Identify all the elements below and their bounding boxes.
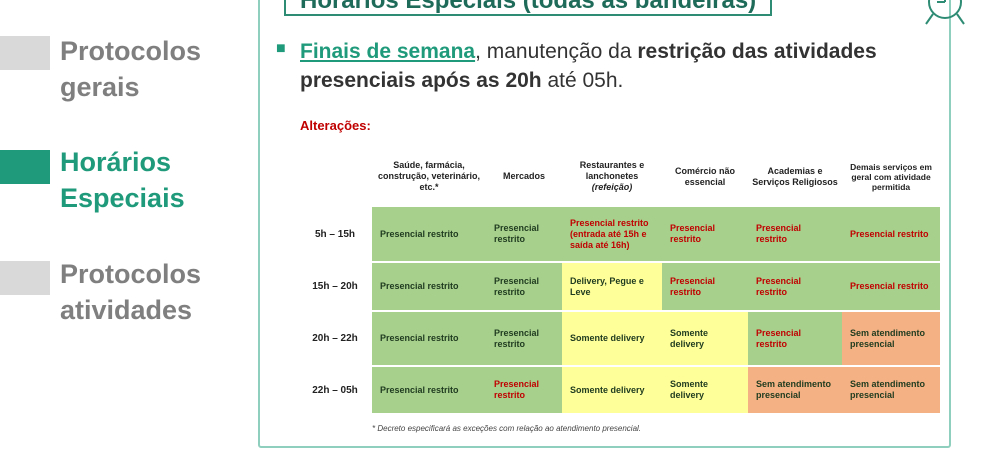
table-cell: Presencial restrito bbox=[486, 205, 562, 262]
nav-item-horarios-especiais[interactable]: Horários Especiais bbox=[60, 144, 250, 216]
table-cell: Sem atendimento presencial bbox=[842, 310, 940, 366]
table-cell: Presencial restrito bbox=[662, 205, 748, 262]
row-time: 15h – 20h bbox=[298, 261, 372, 311]
headline-link[interactable]: Finais de semana bbox=[300, 40, 476, 63]
footnote: * Decreto especificará as exceções com r… bbox=[372, 424, 642, 433]
table-cell: Presencial restrito bbox=[372, 365, 486, 413]
table-cell: Sem atendimento presencial bbox=[748, 365, 842, 413]
table-row: 15h – 20h Presencial restrito Presencial… bbox=[298, 261, 940, 311]
panel-title: Horários Especiais (todas as bandeiras) bbox=[284, 0, 773, 16]
table-cell: Presencial restrito bbox=[842, 261, 940, 311]
table-cell: Presencial restrito bbox=[372, 310, 486, 366]
column-header: Restaurantes e lanchonetes (refeição) bbox=[562, 148, 662, 206]
table-cell: Somente delivery bbox=[662, 365, 748, 413]
alteracoes-label: Alterações: bbox=[300, 118, 371, 133]
table-cell: Presencial restrito bbox=[748, 310, 842, 366]
nav-item-line2: Especiais bbox=[60, 183, 185, 213]
nav-item-line1: Horários bbox=[60, 147, 172, 177]
nav-item-line1: Protocolos bbox=[60, 36, 202, 66]
column-header: Mercados bbox=[502, 171, 546, 181]
row-time: 5h – 15h bbox=[298, 205, 372, 262]
table-cell: Presencial restrito bbox=[486, 365, 562, 413]
bullet-icon: ■ bbox=[276, 40, 286, 57]
nav-item-protocolos-atividades[interactable]: Protocolos atividades bbox=[60, 256, 250, 328]
table-cell: Presencial restrito bbox=[748, 205, 842, 262]
nav-item-line1: Protocolos bbox=[60, 259, 202, 289]
table-row: 5h – 15h Presencial restrito Presencial … bbox=[298, 205, 940, 262]
table-cell: Presencial restrito bbox=[486, 261, 562, 311]
table-cell: Somente delivery bbox=[562, 365, 662, 413]
nav-marker-protocolos-gerais bbox=[0, 36, 50, 70]
headline-text-2: até 05h. bbox=[541, 69, 624, 92]
row-time: 20h – 22h bbox=[298, 310, 372, 366]
table-cell: Delivery, Pegue e Leve bbox=[562, 261, 662, 311]
table-cell: Presencial restrito (entrada até 15h e s… bbox=[562, 205, 662, 262]
nav-item-protocolos-gerais[interactable]: Protocolos gerais bbox=[60, 33, 250, 105]
table-cell: Presencial restrito bbox=[748, 261, 842, 311]
table-cell: Presencial restrito bbox=[486, 310, 562, 366]
table-cell: Presencial restrito bbox=[372, 205, 486, 262]
headline: Finais de semana, manutenção da restriçã… bbox=[300, 37, 940, 95]
nav-marker-horarios-especiais bbox=[0, 150, 50, 184]
column-header: Saúde, farmácia, construção, veterinário… bbox=[377, 160, 481, 192]
table-cell: Sem atendimento presencial bbox=[842, 365, 940, 413]
nav-item-line2: gerais bbox=[60, 72, 140, 102]
column-header-title: Restaurantes e lanchonetes bbox=[579, 160, 645, 181]
column-header: Academias e Serviços Religiosos bbox=[752, 165, 838, 187]
headline-text-1: , manutenção da bbox=[475, 40, 638, 63]
row-time: 22h – 05h bbox=[298, 365, 372, 413]
table-row: 22h – 05h Presencial restrito Presencial… bbox=[298, 365, 940, 413]
table-cell: Presencial restrito bbox=[372, 261, 486, 311]
table-cell: Presencial restrito bbox=[662, 261, 748, 311]
corner-cell bbox=[298, 148, 372, 206]
nav-marker-protocolos-atividades bbox=[0, 261, 50, 295]
table-cell: Somente delivery bbox=[562, 310, 662, 366]
schedule-table: Saúde, farmácia, construção, veterinário… bbox=[298, 148, 940, 413]
table-header-row: Saúde, farmácia, construção, veterinário… bbox=[298, 148, 940, 206]
headline-bold: restrição das atividades presenciais apó… bbox=[300, 40, 877, 92]
column-header-sub: (refeição) bbox=[591, 182, 633, 192]
clock-icon bbox=[925, 0, 965, 25]
column-header: Demais serviços em geral com atividade p… bbox=[850, 161, 932, 192]
table-row: 20h – 22h Presencial restrito Presencial… bbox=[298, 310, 940, 366]
table-cell: Somente delivery bbox=[662, 310, 748, 366]
column-header: Comércio não essencial bbox=[674, 165, 735, 187]
table-cell: Presencial restrito bbox=[842, 205, 940, 262]
nav-item-line2: atividades bbox=[60, 295, 193, 325]
